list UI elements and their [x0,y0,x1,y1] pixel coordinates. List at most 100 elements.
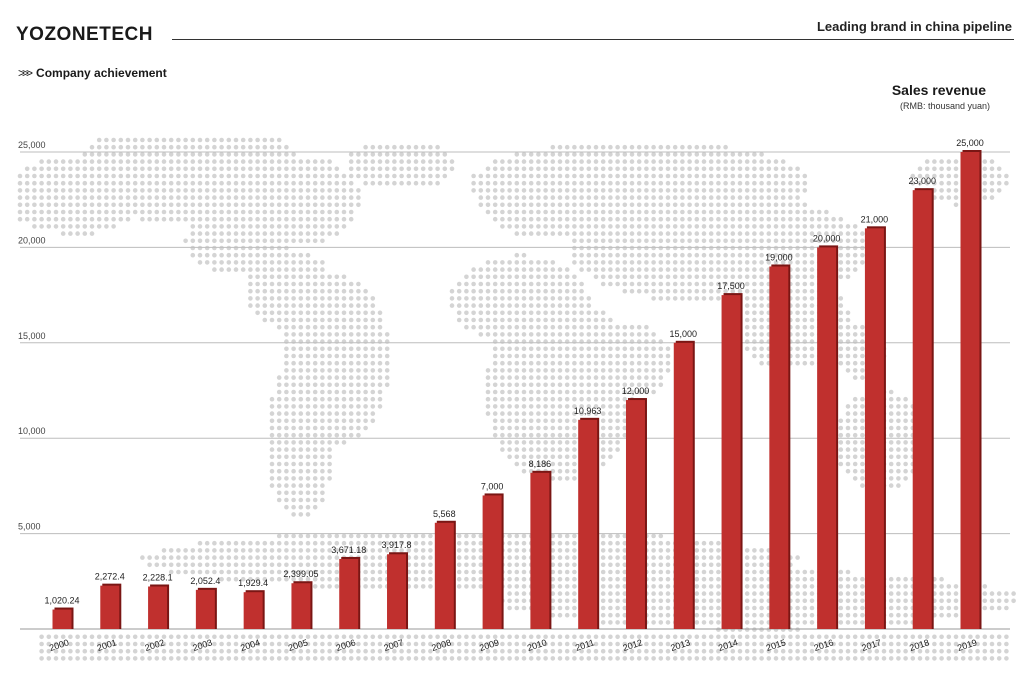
map-dot [334,346,340,352]
map-dot [507,260,512,265]
map-dot [514,288,520,294]
map-dot [528,216,534,222]
map-dot [521,310,527,316]
map-dot [615,260,620,265]
map-dot [348,166,354,172]
map-dot [730,274,736,280]
map-dot [471,569,476,575]
map-dot [809,267,815,272]
map-dot [46,195,52,200]
map-dot [334,195,340,200]
map-dot [860,468,865,474]
map-dot [298,375,304,380]
map-dot [348,173,354,179]
map-dot [521,389,527,395]
map-dot [903,418,908,424]
map-dot [521,281,527,287]
map-dot [161,137,167,143]
map-dot [190,152,196,157]
map-dot [572,555,577,560]
map-dot [752,634,757,640]
map-dot [572,548,577,553]
map-dot [262,540,268,546]
map-dot [644,216,649,222]
map-dot [744,548,750,553]
header-divider [172,39,1014,40]
map-dot [420,641,426,647]
map-dot [305,425,311,431]
map-dot [492,418,498,424]
map-dot [248,166,253,172]
value-label: 20,000 [813,233,841,243]
map-dot [334,389,340,395]
map-dot [716,605,721,611]
map-dot [953,641,959,647]
map-dot [240,173,246,179]
map-dot [737,288,743,294]
map-dot [384,332,390,337]
map-dot [255,274,260,280]
map-dot [334,288,340,294]
map-dot [428,152,433,157]
map-dot [622,166,628,172]
map-dot [219,641,224,647]
map-dot [125,202,131,208]
map-dot [701,173,707,179]
map-dot [176,152,181,157]
map-dot [759,173,764,179]
map-dot [341,346,347,352]
map-dot [622,346,628,352]
map-dot [802,360,808,366]
map-dot [680,202,685,208]
map-dot [701,238,707,244]
map-dot [788,216,793,222]
map-dot [795,591,800,596]
map-dot [644,346,649,352]
map-dot [485,310,491,316]
map-dot [593,152,599,157]
map-dot [658,375,664,380]
map-dot [377,404,383,409]
map-dot [327,360,332,366]
map-dot [39,656,44,661]
map-dot [298,332,304,337]
map-dot [737,173,743,179]
map-dot [500,224,505,229]
map-dot [708,252,714,258]
map-dot [176,180,181,186]
map-dot [507,440,512,445]
value-label: 15,000 [669,329,697,339]
map-dot [348,303,354,308]
map-dot [255,166,260,172]
map-dot [557,540,563,546]
map-dot [608,641,613,647]
map-dot [392,656,397,661]
map-dot [593,324,599,330]
map-dot [500,281,505,287]
map-dot [550,598,556,604]
map-dot [226,648,232,654]
map-dot [521,432,527,438]
map-dot [615,648,620,654]
map-dot [860,404,865,409]
map-dot [996,173,1002,179]
map-dot [708,641,714,647]
map-dot [226,209,232,215]
map-dot [334,202,340,208]
map-dot [960,634,966,640]
map-dot [161,188,167,193]
map-dot [161,648,167,654]
map-dot [586,267,592,272]
map-dot [327,540,332,546]
map-dot [824,216,829,222]
map-dot [780,173,786,179]
map-dot [514,548,520,553]
map-dot [744,303,750,308]
map-dot [687,188,692,193]
map-dot [305,396,311,402]
map-dot [384,368,390,373]
map-dot [298,267,304,272]
map-dot [550,288,556,294]
map-dot [298,288,304,294]
map-dot [852,396,858,402]
